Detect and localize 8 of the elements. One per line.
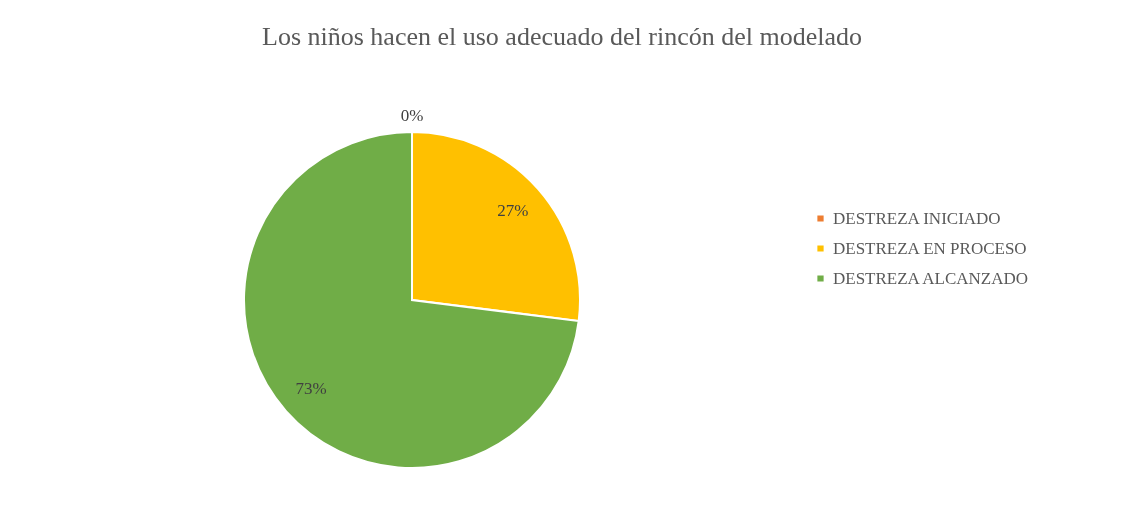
legend-label: DESTREZA EN PROCESO: [833, 238, 1027, 258]
legend-label: DESTREZA INICIADO: [833, 208, 1001, 228]
legend-label: DESTREZA ALCANZADO: [833, 268, 1029, 288]
text: 0%: [400, 106, 424, 125]
chart-title: Los niños hacen el uso adecuado del rincón del modelado: [262, 22, 862, 51]
data-label: 27%: [497, 201, 529, 221]
pie-slice: [243, 131, 580, 469]
data-label: 73%: [295, 378, 327, 398]
